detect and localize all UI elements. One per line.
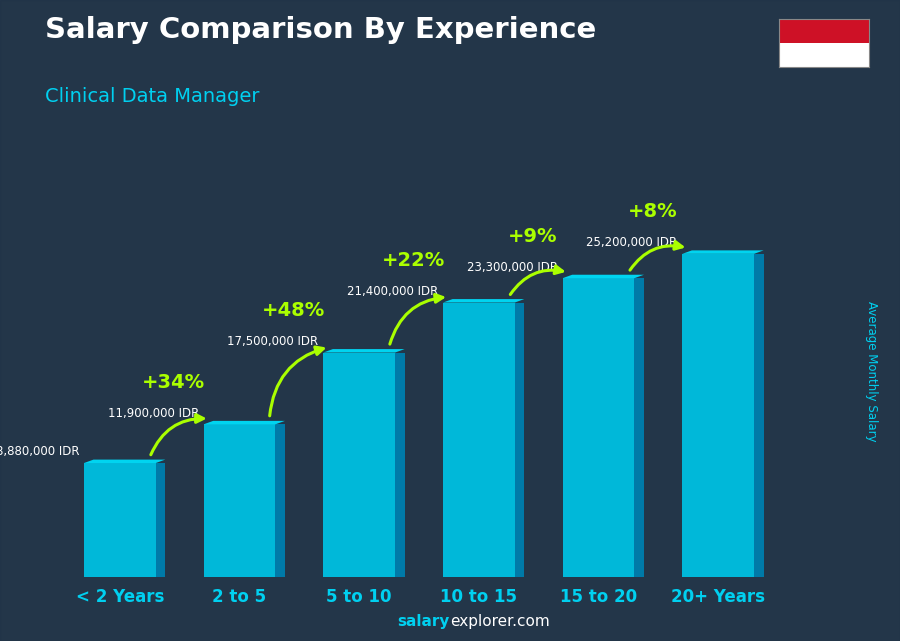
Text: Average Monthly Salary: Average Monthly Salary	[865, 301, 878, 442]
Bar	[778, 19, 868, 43]
Bar	[443, 303, 515, 577]
Polygon shape	[682, 251, 764, 254]
Bar	[203, 424, 275, 577]
Polygon shape	[515, 303, 525, 577]
Text: +8%: +8%	[627, 202, 677, 221]
Bar	[323, 353, 395, 577]
Polygon shape	[634, 278, 644, 577]
Text: +48%: +48%	[262, 301, 325, 320]
Text: 25,200,000 IDR: 25,200,000 IDR	[587, 237, 678, 249]
Polygon shape	[275, 424, 285, 577]
FancyArrowPatch shape	[510, 266, 562, 294]
Text: salary: salary	[398, 615, 450, 629]
Text: 11,900,000 IDR: 11,900,000 IDR	[108, 407, 199, 420]
Polygon shape	[156, 463, 166, 577]
Text: 8,880,000 IDR: 8,880,000 IDR	[0, 445, 79, 458]
Polygon shape	[203, 421, 285, 424]
Bar	[778, 43, 868, 67]
Text: 21,400,000 IDR: 21,400,000 IDR	[346, 285, 438, 298]
Text: Clinical Data Manager: Clinical Data Manager	[45, 87, 259, 106]
Polygon shape	[395, 353, 405, 577]
Text: 23,300,000 IDR: 23,300,000 IDR	[467, 261, 558, 274]
Bar	[84, 463, 156, 577]
Text: explorer.com: explorer.com	[450, 615, 550, 629]
Text: 17,500,000 IDR: 17,500,000 IDR	[228, 335, 319, 348]
Text: +9%: +9%	[508, 226, 557, 246]
Text: +22%: +22%	[382, 251, 445, 270]
Bar	[682, 254, 754, 577]
FancyArrowPatch shape	[270, 347, 323, 416]
Polygon shape	[323, 349, 405, 353]
Polygon shape	[443, 299, 525, 303]
FancyArrowPatch shape	[390, 294, 443, 344]
Polygon shape	[754, 254, 764, 577]
FancyArrowPatch shape	[630, 242, 682, 270]
Bar	[562, 278, 634, 577]
FancyArrowPatch shape	[151, 415, 203, 454]
Text: Salary Comparison By Experience: Salary Comparison By Experience	[45, 16, 596, 44]
Polygon shape	[562, 275, 644, 278]
Text: +34%: +34%	[142, 372, 205, 392]
Polygon shape	[84, 460, 166, 463]
